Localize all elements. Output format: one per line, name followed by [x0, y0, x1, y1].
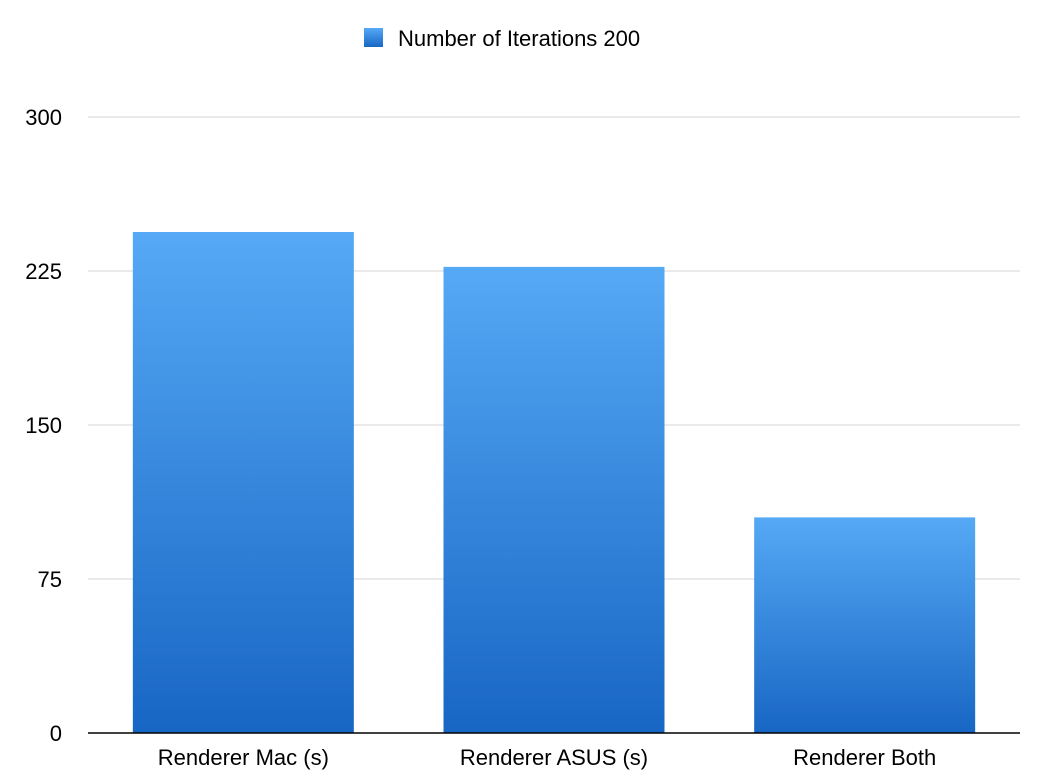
bar-1 — [132, 231, 354, 733]
y-tick-label: 0 — [50, 721, 62, 746]
x-tick-label: Renderer Mac (s) — [158, 745, 329, 770]
bar-3 — [754, 517, 976, 733]
x-axis-tick-labels: Renderer Mac (s) Renderer ASUS (s) Rendere… — [158, 745, 936, 770]
legend-swatch — [364, 28, 383, 47]
x-tick-label: Renderer ASUS (s) — [460, 745, 648, 770]
legend: Number of Iterations 200 — [364, 26, 640, 51]
y-tick-label: 300 — [25, 105, 62, 130]
x-tick-label: Renderer Both — [793, 745, 936, 770]
bars — [132, 231, 976, 733]
bar-2 — [443, 266, 665, 733]
legend-label: Number of Iterations 200 — [398, 26, 640, 51]
y-axis-tick-labels: 0 75 150 225 300 — [25, 105, 62, 746]
y-tick-label: 75 — [38, 567, 62, 592]
y-tick-label: 225 — [25, 259, 62, 284]
y-tick-label: 150 — [25, 413, 62, 438]
